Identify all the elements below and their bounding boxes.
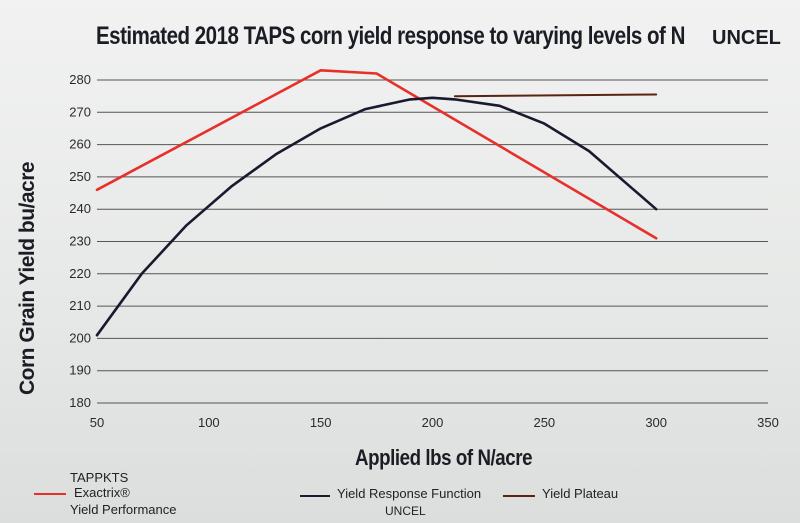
y-tick-label: 280 xyxy=(69,72,91,87)
x-tick-label: 50 xyxy=(90,415,104,430)
legend-group-label: TAPPKTS xyxy=(70,470,129,485)
y-tick-label: 230 xyxy=(69,234,91,249)
x-tick-label: 200 xyxy=(422,415,444,430)
series-yield-plateau-line xyxy=(453,93,658,98)
y-tick-label: 260 xyxy=(69,137,91,152)
x-tick-label: 100 xyxy=(198,415,220,430)
y-tick-label: 240 xyxy=(69,201,91,216)
legend-swatch-response xyxy=(300,495,330,497)
legend-swatch-plateau xyxy=(503,495,535,497)
x-axis-label: Applied lbs of N/acre xyxy=(355,445,533,470)
legend-response-label: Yield Response Function xyxy=(337,486,482,501)
y-tick-label: 200 xyxy=(69,330,91,345)
series-exactrix-line xyxy=(95,69,658,240)
y-tick-label: 270 xyxy=(69,104,91,119)
x-tick-label: 350 xyxy=(757,415,779,430)
chart-title-suffix: UNCEL xyxy=(712,27,781,49)
legend-swatch-exactrix xyxy=(34,493,66,495)
y-tick-label: 190 xyxy=(69,363,91,378)
legend-exactrix-line1: Exactrix® xyxy=(74,485,130,500)
x-tick-label: 250 xyxy=(533,415,555,430)
y-tick-label: 180 xyxy=(69,395,91,410)
legend-plateau-label: Yield Plateau xyxy=(542,486,619,501)
legend-exactrix-line2: Yield Performance xyxy=(70,502,177,517)
y-axis-label: Corn Grain Yield bu/acre xyxy=(16,161,39,395)
y-tick-label: 220 xyxy=(69,266,91,281)
y-tick-label: 250 xyxy=(69,169,91,184)
x-tick-label: 300 xyxy=(645,415,667,430)
series-yield-response-line xyxy=(95,96,658,337)
y-tick-label: 210 xyxy=(69,298,91,313)
chart-title: Estimated 2018 TAPS corn yield response … xyxy=(96,22,685,50)
x-tick-label: 150 xyxy=(310,415,332,430)
legend-response-sublabel: UNCEL xyxy=(385,504,426,518)
